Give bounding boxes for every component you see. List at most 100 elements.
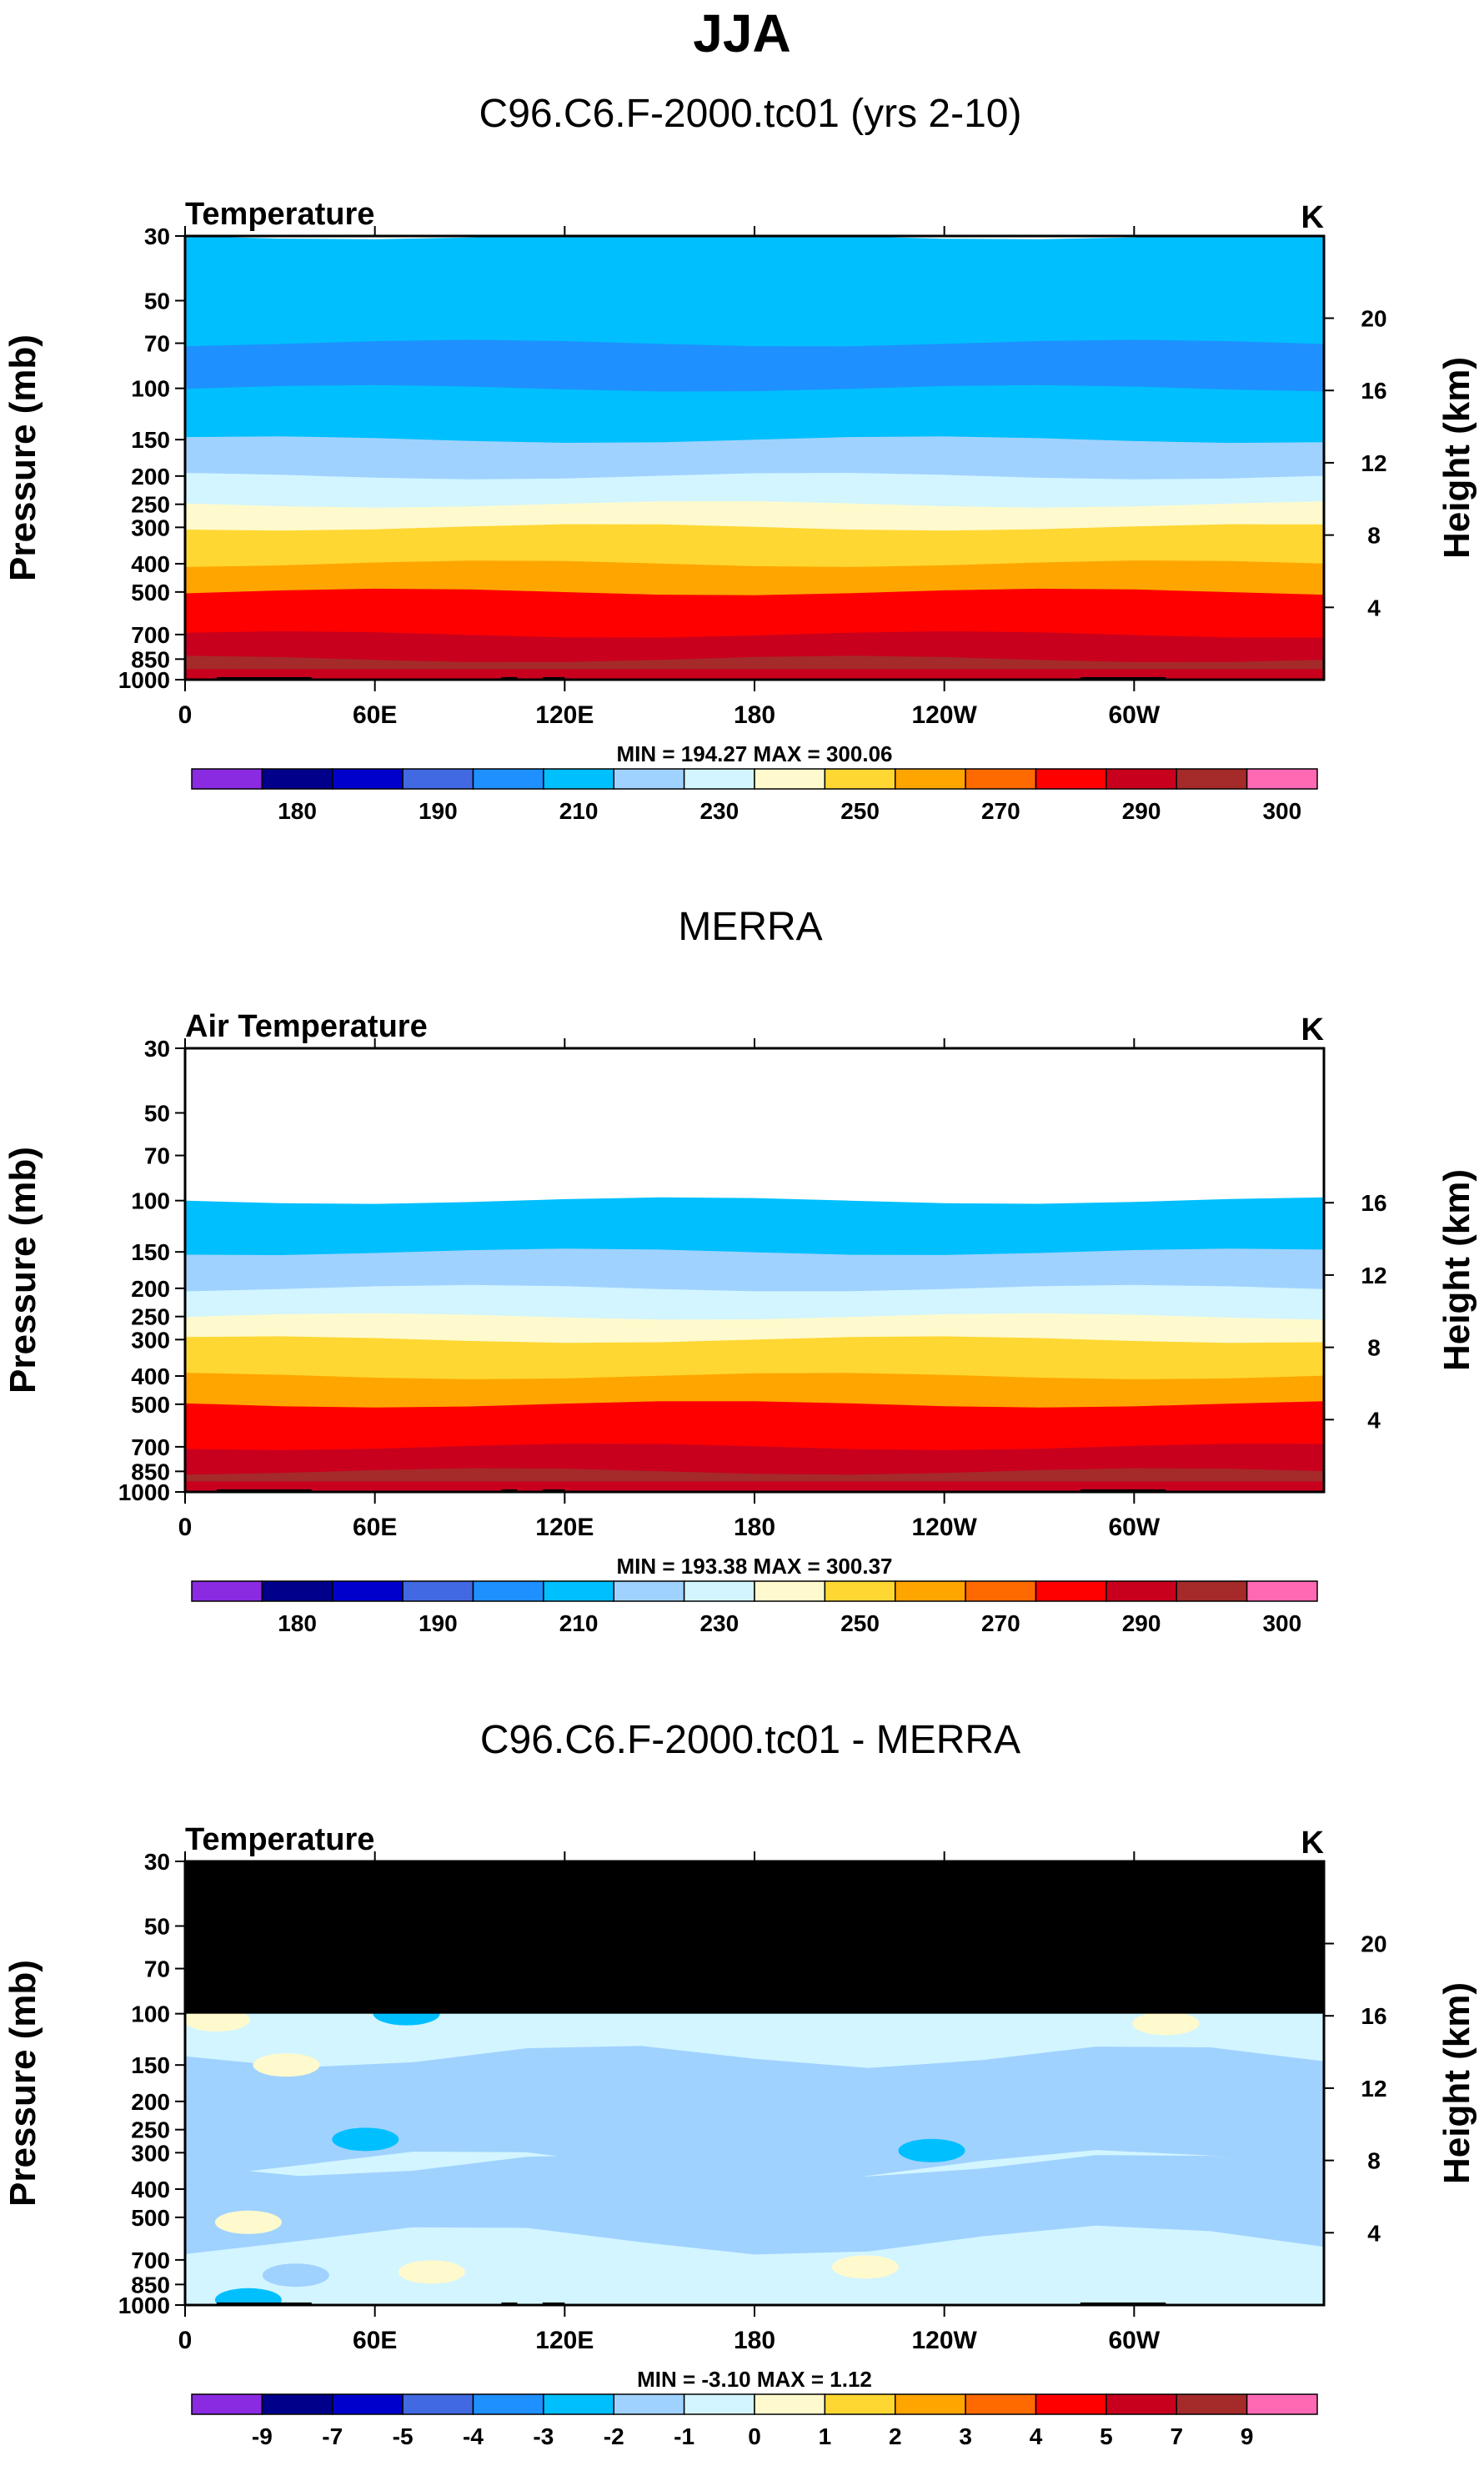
y-tick-label: 400 xyxy=(131,2177,170,2202)
y-tick-label: 150 xyxy=(131,1239,170,1265)
colorbar-label: 180 xyxy=(278,798,317,824)
colorbar-label: 300 xyxy=(1262,1610,1301,1636)
colorbar-swatch xyxy=(613,1580,685,1602)
colorbar-label: 230 xyxy=(699,1610,739,1636)
y-tick-label: 250 xyxy=(131,2117,170,2143)
height-tick-label: 16 xyxy=(1361,378,1386,404)
contour-band xyxy=(185,339,1324,393)
colorbar-swatch xyxy=(824,1580,896,1602)
left-string: Air Temperature xyxy=(185,1009,428,1044)
colorbar: -9 -7 -5 -4 -3 -2 -1 0 1 2 3 4 5 7 9 xyxy=(191,2393,1318,2449)
x-tick-label: 60W xyxy=(1108,1514,1160,1541)
colorbar-swatch xyxy=(1176,1580,1248,1602)
contour-band xyxy=(185,436,1324,480)
x-tick-label: 0 xyxy=(178,1514,193,1541)
y-tick-label: 100 xyxy=(131,1188,170,1214)
x-tick-label: 0 xyxy=(178,2327,193,2354)
colorbar-swatch xyxy=(1246,1580,1318,1602)
y-tick-label: 300 xyxy=(131,1327,170,1353)
y-tick-label: 200 xyxy=(131,1276,170,1302)
colorbar-swatch xyxy=(895,2393,966,2415)
colorbar-swatch xyxy=(402,2393,474,2415)
y-axis-label: Pressure (mb) xyxy=(3,1147,43,1394)
colorbar-swatch xyxy=(402,768,474,790)
colorbar-label: -3 xyxy=(533,2423,554,2449)
y-axis-label: Pressure (mb) xyxy=(3,1960,43,2207)
colorbar-swatch xyxy=(1246,2393,1318,2415)
height-tick-label: 8 xyxy=(1367,2148,1381,2174)
y-tick-label: 50 xyxy=(144,1101,170,1127)
min-max-label: MIN = 194.27 MAX = 300.06 xyxy=(617,741,893,766)
colorbar-swatch xyxy=(824,768,896,790)
plot-area xyxy=(185,236,1324,680)
height-tick-label: 12 xyxy=(1361,2076,1386,2102)
x-tick-label: 60W xyxy=(1108,701,1160,729)
colorbar-swatch xyxy=(754,2393,826,2415)
y-tick-label: 300 xyxy=(131,515,170,540)
x-tick-label: 180 xyxy=(734,701,775,729)
topography xyxy=(542,2302,565,2305)
height-tick-label: 16 xyxy=(1361,1190,1386,1216)
surface-band xyxy=(185,1481,1324,1492)
y-axis-label-right: Height (km) xyxy=(1436,357,1477,559)
y-tick-label: 850 xyxy=(131,2272,170,2298)
colorbar-label: 190 xyxy=(419,1610,458,1636)
colorbar-label: 250 xyxy=(840,1610,880,1636)
colorbar-swatch xyxy=(261,1580,333,1602)
height-tick-label: 20 xyxy=(1361,1931,1386,1957)
colorbar-swatch xyxy=(472,1580,544,1602)
colorbar-swatch xyxy=(543,2393,614,2415)
contour-band xyxy=(185,524,1324,568)
y-tick-label: 30 xyxy=(144,1849,170,1875)
y-tick-label: 250 xyxy=(131,492,170,518)
height-tick-label: 4 xyxy=(1367,595,1381,620)
colorbar-label: 1 xyxy=(819,2423,832,2449)
colorbar-swatch xyxy=(965,2393,1037,2415)
colorbar-label: 5 xyxy=(1100,2423,1113,2449)
contour-blob xyxy=(262,2263,329,2288)
min-max-label: MIN = 193.38 MAX = 300.37 xyxy=(617,1554,893,1579)
height-tick-label: 4 xyxy=(1367,1407,1381,1433)
topography xyxy=(1080,2302,1166,2305)
colorbar-swatch xyxy=(1105,1580,1177,1602)
colorbar: 180 190 210 230 250 270 290 300 xyxy=(191,1580,1318,1636)
height-tick-label: 12 xyxy=(1361,450,1386,476)
colorbar-label: -5 xyxy=(393,2423,414,2449)
contour-band xyxy=(185,236,1324,305)
colorbar-label: 270 xyxy=(981,1610,1020,1636)
colorbar-swatch xyxy=(332,2393,404,2415)
panel-1: C96.C6.F-2000.tc01 (yrs 2-10) Temperature… xyxy=(3,92,1477,824)
contour-band xyxy=(185,560,1324,596)
y-axis-label: Pressure (mb) xyxy=(3,334,43,581)
units-label: K xyxy=(1301,1826,1325,1861)
colorbar-label: 210 xyxy=(559,1610,599,1636)
y-tick-label: 1000 xyxy=(118,1479,170,1505)
units-label: K xyxy=(1301,1012,1325,1047)
colorbar-swatch xyxy=(191,768,263,790)
y-tick-label: 1000 xyxy=(118,2293,170,2318)
contour-band xyxy=(185,1197,1324,1256)
colorbar-label: -2 xyxy=(604,2423,624,2449)
plot-area xyxy=(185,1048,1324,1492)
y-tick-label: 500 xyxy=(131,1392,170,1418)
colorbar-swatch xyxy=(824,2393,896,2415)
colorbar-swatch xyxy=(1176,2393,1248,2415)
colorbar-label: -9 xyxy=(252,2423,273,2449)
x-tick-label: 180 xyxy=(734,2327,775,2354)
colorbar-swatch xyxy=(261,768,333,790)
colorbar: 180 190 210 230 250 270 290 300 xyxy=(191,768,1318,824)
colorbar-swatch xyxy=(472,768,544,790)
y-tick-label: 850 xyxy=(131,1459,170,1484)
x-tick-label: 60W xyxy=(1108,2327,1160,2354)
contour-blob xyxy=(214,2288,282,2305)
contour-band xyxy=(185,1336,1324,1380)
colorbar-swatch xyxy=(965,1580,1037,1602)
height-tick-label: 20 xyxy=(1361,306,1386,332)
colorbar-label: -7 xyxy=(322,2423,343,2449)
y-tick-label: 100 xyxy=(131,2001,170,2027)
height-tick-label: 16 xyxy=(1361,2003,1386,2029)
plot-area xyxy=(185,1861,1324,2305)
y-tick-label: 400 xyxy=(131,1364,170,1389)
colorbar-label: 0 xyxy=(748,2423,761,2449)
